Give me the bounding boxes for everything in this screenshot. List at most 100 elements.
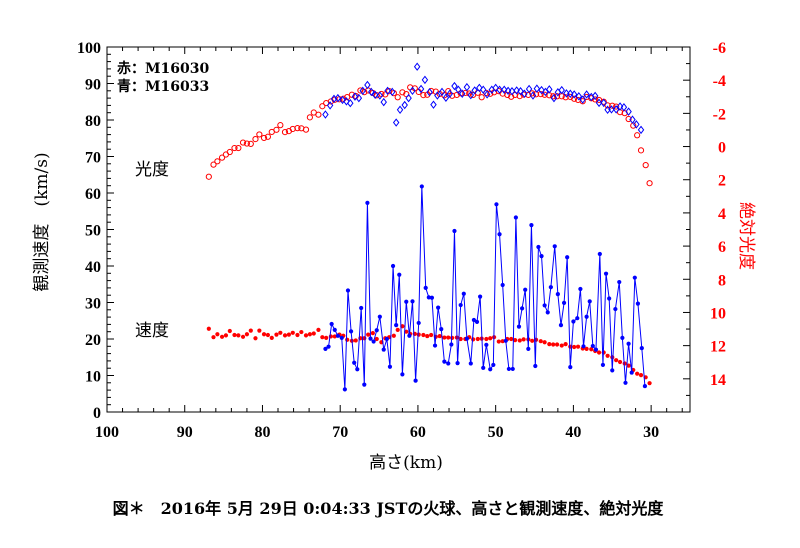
data-point [307,332,312,337]
data-point [274,332,279,337]
data-point [413,378,418,383]
data-point [400,372,405,377]
data-point [463,82,471,92]
data-point [629,115,636,124]
data-point [478,294,483,299]
data-point [468,361,473,366]
series-group [323,184,648,392]
data-point [248,328,253,333]
data-point [459,89,466,98]
x-tick-label: 80 [254,424,270,441]
data-point [471,86,478,95]
data-point [395,327,400,332]
data-point [416,332,421,337]
data-point [210,161,217,168]
data-point [513,215,518,220]
data-point [439,327,444,332]
data-point [600,362,606,368]
x-tick-label: 90 [177,424,193,441]
y-right-tick-label: 10 [710,305,726,322]
data-point [370,331,375,336]
data-point [513,86,520,95]
y-left-tick-label: 80 [85,113,101,130]
data-point [387,364,393,369]
data-point [455,85,462,94]
data-point [541,91,548,98]
data-point [471,337,476,342]
data-point [584,314,589,319]
y-left-tick-label: 40 [85,259,101,276]
data-point [635,371,640,376]
data-point [590,343,595,349]
data-point [605,353,610,358]
data-point [563,89,570,98]
data-point [223,333,229,338]
data-point [509,336,514,342]
data-point [551,342,556,347]
data-point [629,370,634,375]
data-point [324,335,329,341]
data-point [231,144,238,152]
data-point [261,332,267,337]
data-point [513,337,518,343]
data-point [438,87,446,97]
data-point [405,93,412,103]
data-point [481,365,486,370]
data-point [419,184,424,189]
data-point [329,321,334,327]
data-point [567,89,574,98]
data-point [626,363,631,368]
y-axis-right-label: 絶対光度 [736,202,756,270]
y-left-tick-label: 70 [85,150,101,167]
data-point [494,202,499,207]
data-point [359,305,364,311]
data-point [568,365,573,370]
data-point [442,93,450,102]
data-point [413,62,421,71]
data-point [488,367,493,372]
data-point [559,343,564,348]
data-point [579,95,586,104]
x-tick-labels: 100 90 80 70 60 50 40 30 [95,424,659,441]
data-point [467,90,475,100]
data-point [596,350,602,355]
data-point [523,287,528,292]
x-tick-label: 50 [488,424,504,441]
data-point [403,91,410,98]
data-point [571,319,576,324]
data-point [410,299,415,304]
data-point [265,332,271,338]
data-point [587,299,592,304]
data-point [446,89,454,98]
data-point [384,336,389,342]
data-point [227,328,232,334]
data-point [315,111,322,118]
data-point [342,387,347,392]
data-point [555,292,560,297]
y-left-tick-label: 50 [85,223,101,240]
data-point [326,101,334,110]
data-point [584,346,589,351]
data-point [625,107,632,116]
data-point [558,323,564,328]
axis-ticks [106,46,690,413]
data-point [348,329,354,334]
data-point [603,271,609,276]
data-point [521,89,528,98]
data-point [620,335,625,341]
data-series [205,62,653,392]
data-point [206,326,211,331]
figure-caption: 図＊ 2016年 5月 29日 0:04:33 JSTの火球、高さと観測速度、絶… [113,499,665,518]
data-point [384,86,391,96]
x-tick-label: 100 [95,424,119,441]
data-point [612,105,620,114]
data-point [401,100,408,110]
data-point [446,335,451,340]
data-point [519,306,525,311]
data-point [226,148,233,156]
y-right-tick-label: -6 [713,40,726,57]
data-point [253,336,258,341]
data-point [347,98,354,108]
y-left-tick-label: 60 [85,186,101,203]
data-point [613,306,618,312]
